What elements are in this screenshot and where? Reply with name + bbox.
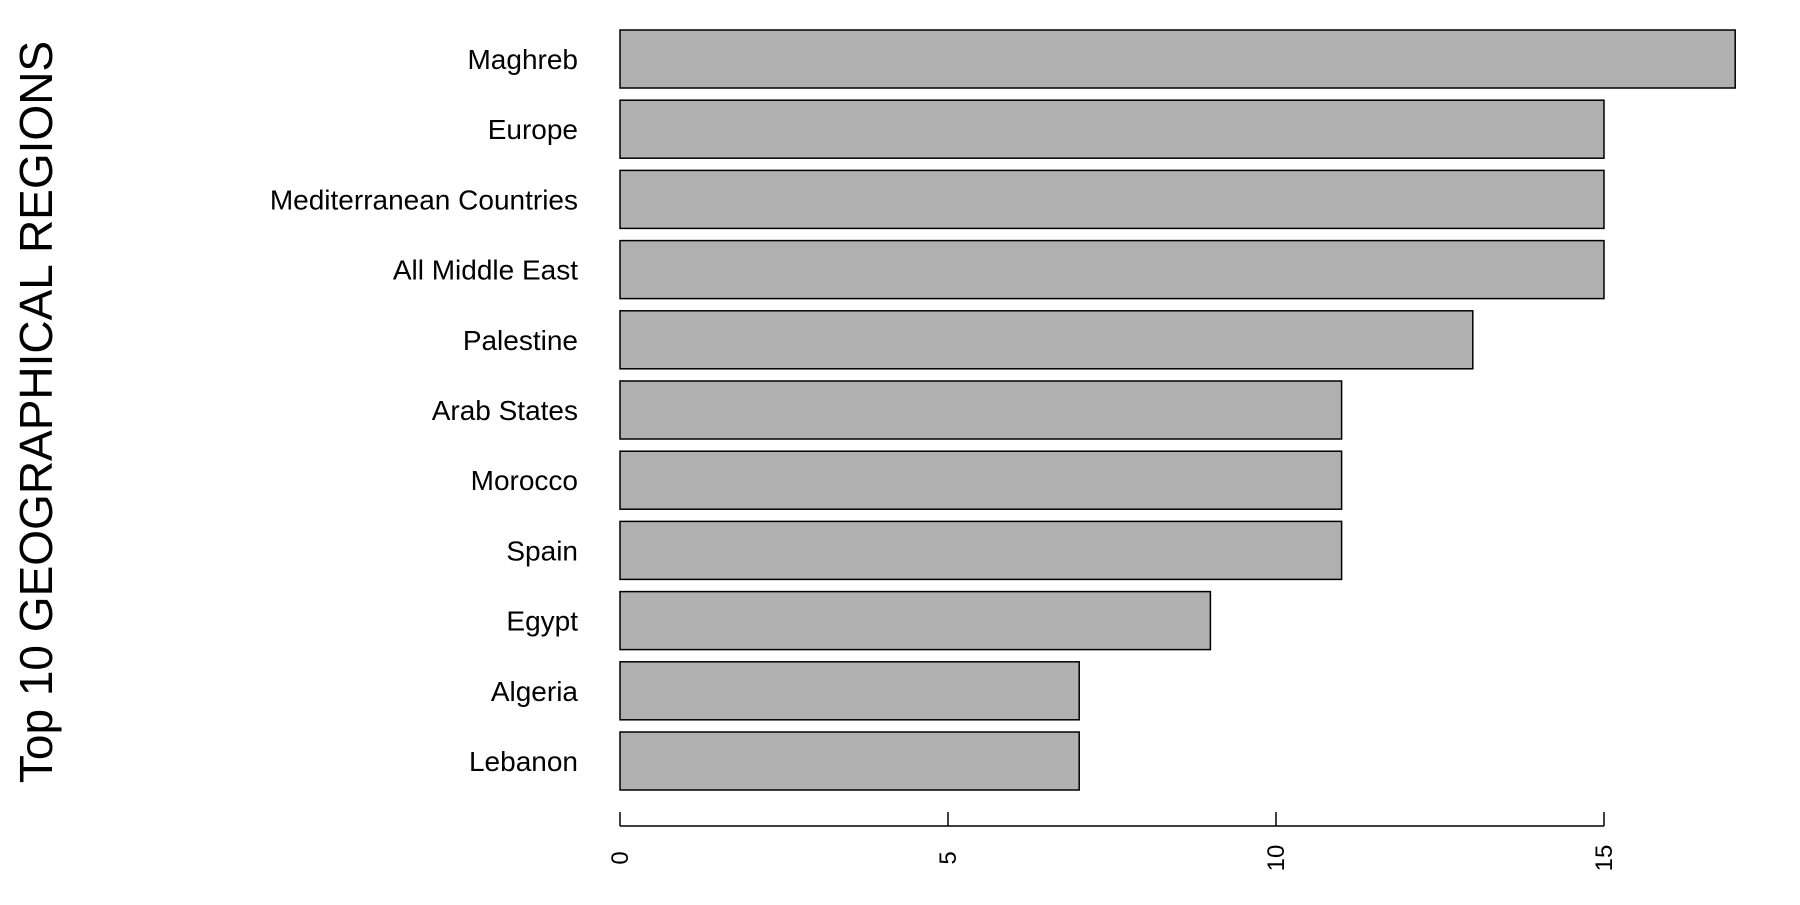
bar-mediterranean-countries — [619, 169, 1605, 230]
category-label: Egypt — [506, 606, 578, 637]
category-label: All Middle East — [393, 255, 578, 286]
x-tick-label: 0 — [607, 851, 634, 864]
bar-europe — [619, 99, 1605, 159]
bar-spain — [619, 520, 1343, 581]
bar-lebanon — [619, 731, 1080, 791]
category-label: Mediterranean Countries — [270, 184, 578, 215]
category-label: Algeria — [491, 676, 579, 707]
category-label: Spain — [506, 535, 578, 566]
bar-all-middle-east — [619, 239, 1605, 300]
bars-layer — [619, 29, 1736, 791]
category-label: Europe — [488, 114, 578, 145]
category-label: Lebanon — [469, 746, 578, 777]
category-labels: Maghreb Europe Mediterranean Countries All … — [270, 44, 579, 777]
category-label: Maghreb — [467, 44, 578, 75]
bar-palestine — [619, 310, 1474, 370]
y-axis-title: Top 10 GEOGRAPHICAL REGIONS — [10, 41, 62, 783]
category-label: Palestine — [463, 325, 578, 356]
x-tick-label: 5 — [935, 851, 962, 864]
category-label: Arab States — [432, 395, 578, 426]
bar-maghreb — [619, 29, 1736, 89]
x-axis: 0 5 10 15 — [607, 812, 1618, 871]
bar-morocco — [619, 450, 1343, 510]
bar-algeria — [619, 661, 1080, 721]
bar-egypt — [619, 590, 1212, 651]
category-label: Morocco — [471, 465, 578, 496]
x-tick-label: 15 — [1591, 845, 1618, 872]
bar-arab-states — [619, 380, 1343, 440]
x-tick-label: 10 — [1263, 845, 1290, 872]
